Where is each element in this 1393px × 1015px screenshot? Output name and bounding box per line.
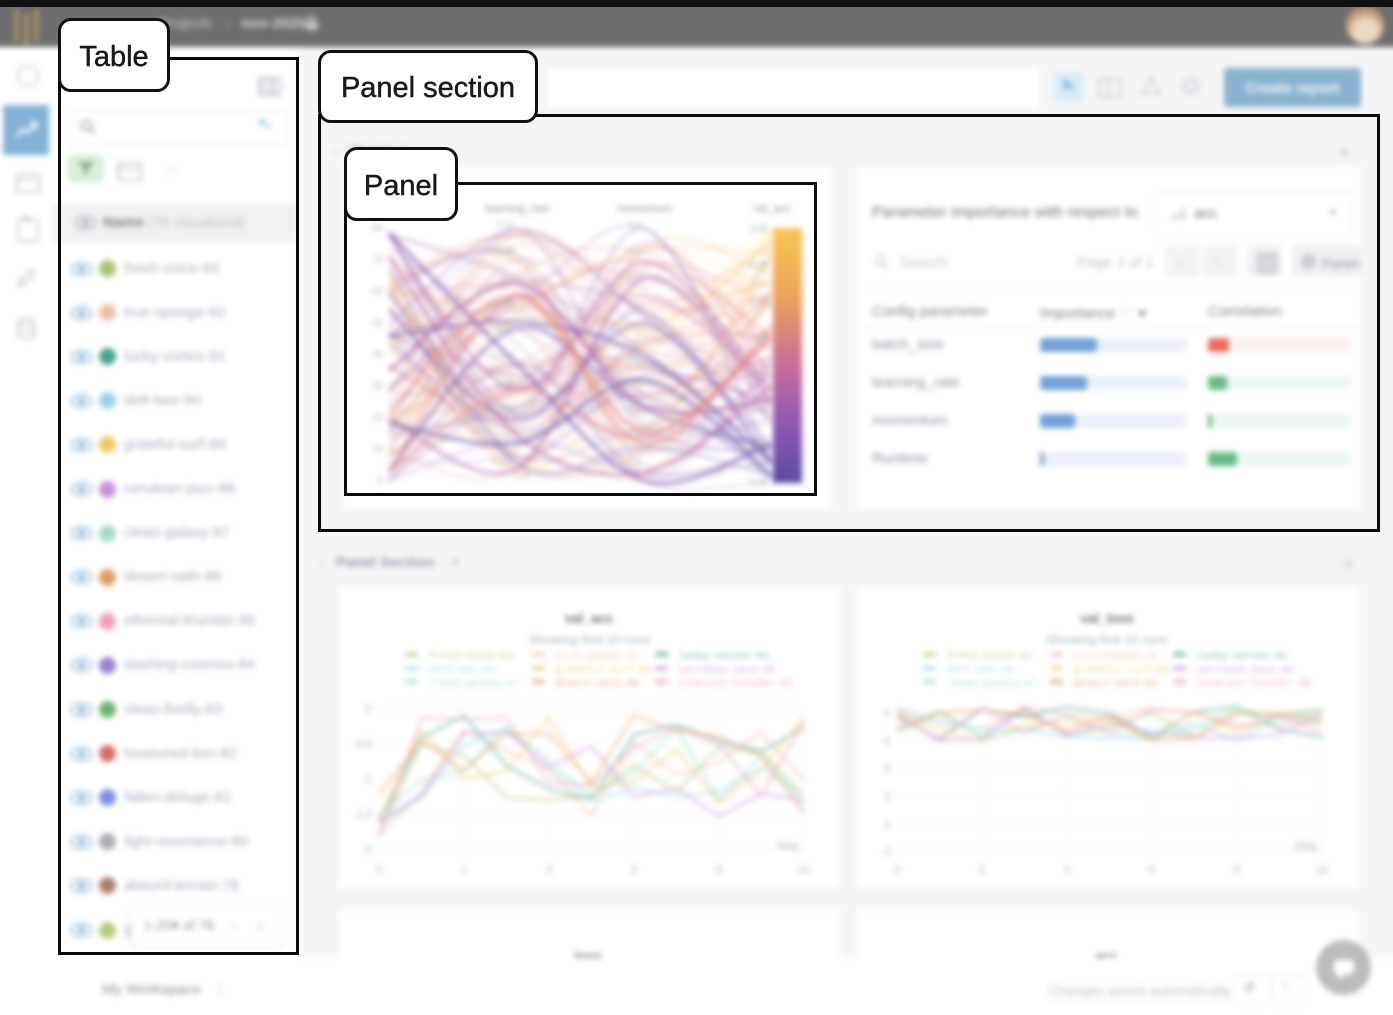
svg-text:0: 0 <box>376 864 382 876</box>
svg-text:true-sponge-92: true-sponge-92 <box>1073 652 1157 663</box>
svg-text:clean-galaxy-87: clean-galaxy-87 <box>429 678 519 690</box>
svg-text:6: 6 <box>1149 864 1155 876</box>
svg-text:2: 2 <box>979 864 985 876</box>
svg-text:0.065: 0.065 <box>491 457 514 467</box>
svg-text:desert-oath-86: desert-oath-86 <box>555 678 639 690</box>
svg-text:val_acc: val_acc <box>753 203 791 215</box>
svg-text:0: 0 <box>378 476 383 486</box>
svg-text:0.085: 0.085 <box>491 351 514 361</box>
svg-text:val_acc: val_acc <box>565 611 614 626</box>
svg-text:0.35: 0.35 <box>750 224 768 234</box>
svg-text:80: 80 <box>373 223 383 233</box>
svg-text:lucky-vortex-91: lucky-vortex-91 <box>679 651 769 663</box>
svg-text:0.5: 0.5 <box>628 457 641 467</box>
svg-text:0.07: 0.07 <box>496 430 514 440</box>
svg-text:60: 60 <box>373 286 383 296</box>
svg-text:0: 0 <box>884 846 890 858</box>
svg-text:0.095: 0.095 <box>491 299 514 309</box>
svg-text:0.25: 0.25 <box>750 297 768 307</box>
svg-text:70: 70 <box>373 255 383 265</box>
svg-text:cerulean-jazz-88: cerulean-jazz-88 <box>1197 665 1293 677</box>
svg-text:4: 4 <box>546 864 552 876</box>
svg-text:-0.5: -0.5 <box>353 738 372 750</box>
svg-text:2: 2 <box>461 864 467 876</box>
svg-text:8: 8 <box>716 864 722 876</box>
svg-text:desert-oath-86: desert-oath-86 <box>1073 678 1157 690</box>
svg-text:1.3: 1.3 <box>628 246 641 256</box>
svg-text:learning_rate: learning_rate <box>485 203 549 215</box>
svg-text:1: 1 <box>636 325 641 335</box>
svg-text:fresh-voice-93: fresh-voice-93 <box>429 651 513 663</box>
svg-text:-2: -2 <box>362 844 372 856</box>
svg-text:30: 30 <box>373 381 383 391</box>
svg-text:5: 5 <box>884 708 890 720</box>
svg-text:0.08: 0.08 <box>496 378 514 388</box>
svg-text:0.11: 0.11 <box>497 220 514 230</box>
svg-text:Step: Step <box>776 840 799 852</box>
svg-text:10: 10 <box>373 444 383 454</box>
svg-text:1.1: 1.1 <box>628 299 641 309</box>
svg-text:8: 8 <box>1234 864 1240 876</box>
svg-text:1: 1 <box>884 818 890 830</box>
svg-text:val_loss: val_loss <box>1080 611 1133 626</box>
svg-text:0.10: 0.10 <box>750 405 768 415</box>
svg-text:-1.5: -1.5 <box>353 808 372 820</box>
svg-text:0.075: 0.075 <box>491 404 514 414</box>
svg-text:Showing first 10 runs: Showing first 10 runs <box>528 632 650 647</box>
svg-text:0.7: 0.7 <box>628 404 641 414</box>
svg-text:0.30: 0.30 <box>750 260 768 270</box>
svg-text:10: 10 <box>1316 864 1328 876</box>
svg-text:0.15: 0.15 <box>750 369 768 379</box>
svg-text:4: 4 <box>1064 864 1070 876</box>
svg-text:deft-bee-90: deft-bee-90 <box>947 665 1013 677</box>
svg-text:0: 0 <box>366 703 372 715</box>
svg-text:lucky-vortex-91: lucky-vortex-91 <box>1197 651 1287 663</box>
svg-text:0.8: 0.8 <box>628 378 641 388</box>
svg-text:0.09: 0.09 <box>496 325 514 335</box>
svg-text:0.6: 0.6 <box>628 430 641 440</box>
svg-text:20: 20 <box>373 413 383 423</box>
svg-text:fresh-voice-93: fresh-voice-93 <box>947 651 1031 663</box>
svg-text:ethereal-thunder-85: ethereal-thunder-85 <box>679 678 793 690</box>
svg-text:10: 10 <box>798 864 810 876</box>
svg-text:grateful-surf-89: grateful-surf-89 <box>1073 665 1169 677</box>
svg-text:0.04: 0.04 <box>512 471 530 481</box>
svg-text:cerulean-jazz-88: cerulean-jazz-88 <box>679 665 775 677</box>
svg-text:0.30: 0.30 <box>750 478 768 488</box>
svg-text:0.9: 0.9 <box>628 351 641 361</box>
svg-text:50: 50 <box>373 318 383 328</box>
svg-text:0.105: 0.105 <box>491 246 514 256</box>
svg-text:-1: -1 <box>362 773 372 785</box>
svg-text:4: 4 <box>884 736 890 748</box>
svg-text:clean-galaxy-87: clean-galaxy-87 <box>947 678 1037 690</box>
svg-text:6: 6 <box>631 864 637 876</box>
svg-text:0.1: 0.1 <box>501 273 514 283</box>
svg-text:1.4: 1.4 <box>628 220 641 230</box>
svg-text:1.2: 1.2 <box>628 273 641 283</box>
svg-text:deft-bee-90: deft-bee-90 <box>429 665 495 677</box>
svg-text:Step: Step <box>1294 840 1317 852</box>
svg-text:0.20: 0.20 <box>750 333 768 343</box>
svg-text:0.1: 0.1 <box>709 468 722 478</box>
svg-text:Showing first 10 runs: Showing first 10 runs <box>1046 632 1168 647</box>
svg-text:true-sponge-92: true-sponge-92 <box>555 652 639 663</box>
svg-text:40: 40 <box>373 349 383 359</box>
svg-text:ethereal-thunder-85: ethereal-thunder-85 <box>1197 678 1311 690</box>
svg-text:grateful-surf-89: grateful-surf-89 <box>555 665 651 677</box>
svg-text:momentum: momentum <box>617 203 672 215</box>
svg-text:0.25: 0.25 <box>750 442 768 452</box>
svg-text:3: 3 <box>884 763 890 775</box>
svg-text:0: 0 <box>894 864 900 876</box>
svg-text:2: 2 <box>884 791 890 803</box>
